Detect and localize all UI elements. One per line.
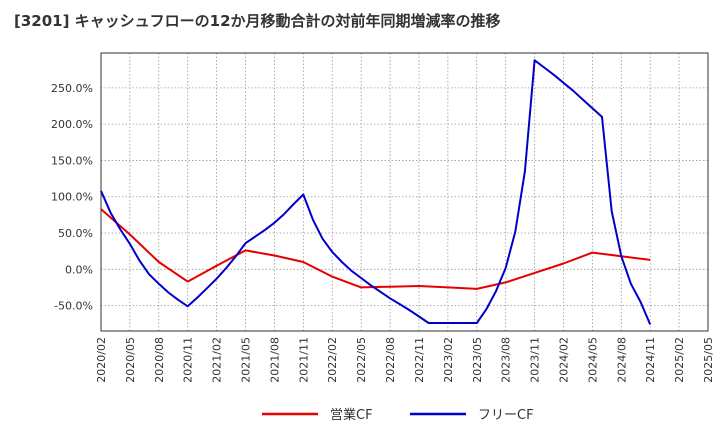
y-tick-label: 0.0% — [65, 263, 93, 276]
x-tick-label: 2020/05 — [124, 337, 137, 383]
x-tick-label: 2025/02 — [673, 337, 686, 383]
grid — [100, 53, 709, 331]
x-tick-label: 2024/02 — [557, 337, 570, 383]
plot-background — [101, 53, 708, 331]
series-line-free-cf — [100, 59, 652, 325]
x-tick-label: 2022/02 — [326, 337, 339, 383]
x-tick-label: 2025/05 — [702, 337, 715, 383]
legend-label-free-cf: フリーCF — [478, 408, 534, 423]
x-tick-label: 2022/11 — [413, 337, 426, 383]
x-tick-label: 2021/05 — [240, 337, 253, 383]
y-tick-label: 50.0% — [58, 227, 93, 240]
x-tick-label: 2022/05 — [355, 337, 368, 383]
legend: 営業CF フリーCF — [262, 407, 534, 423]
y-tick-label: -50.0% — [54, 300, 93, 313]
x-tick-label: 2020/11 — [182, 337, 195, 383]
x-tick-label: 2023/08 — [500, 337, 513, 383]
x-tick-label: 2021/11 — [297, 337, 310, 383]
series-line-operating-cf — [100, 208, 651, 290]
x-tick-label: 2024/08 — [615, 337, 628, 383]
x-tick-label: 2020/08 — [153, 337, 166, 383]
y-tick-label: 250.0% — [51, 82, 93, 95]
chart-title: [3201] キャッシュフローの12か月移動合計の対前年同期増減率の推移 — [14, 12, 501, 30]
y-tick-label: 100.0% — [51, 191, 93, 204]
legend-label-operating-cf: 営業CF — [330, 407, 373, 423]
series-lines — [100, 59, 652, 325]
y-tick-label: 200.0% — [51, 118, 93, 131]
y-tick-label: 150.0% — [51, 154, 93, 167]
x-tick-label: 2023/11 — [529, 337, 542, 383]
x-tick-label: 2021/08 — [268, 337, 281, 383]
x-tick-label: 2023/02 — [442, 337, 455, 383]
x-tick-label: 2023/05 — [471, 337, 484, 383]
x-axis: 2020/02 2020/05 2020/08 2020/11 2021/02 2021/… — [95, 337, 715, 383]
x-tick-label: 2022/08 — [384, 337, 397, 383]
x-tick-label: 2020/02 — [95, 337, 108, 383]
x-tick-label: 2024/11 — [644, 337, 657, 383]
y-axis: -50.0% 0.0% 50.0% 100.0% 150.0% 200.0% 250.0% — [51, 82, 93, 313]
x-tick-label: 2021/02 — [211, 337, 224, 383]
x-tick-label: 2024/05 — [586, 337, 599, 383]
